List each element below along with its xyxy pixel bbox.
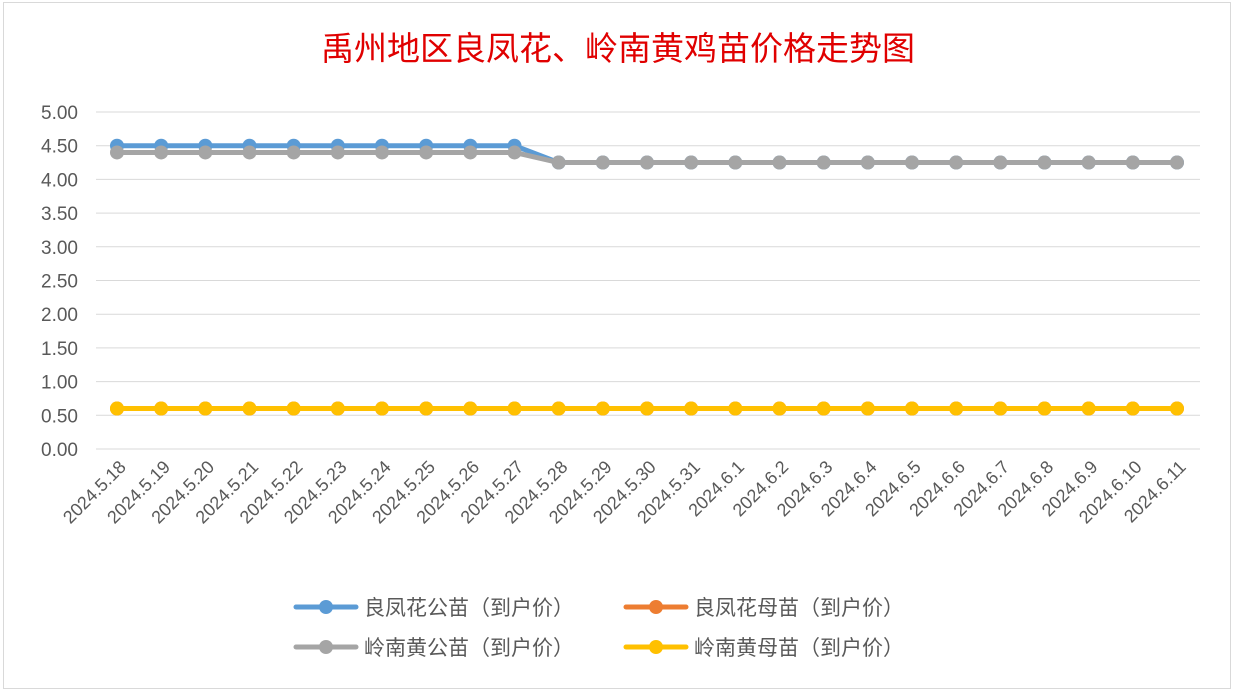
data-point <box>1037 155 1052 170</box>
data-point <box>154 401 169 416</box>
data-point <box>110 401 124 416</box>
y-tick-label: 3.00 <box>41 238 78 259</box>
series-3 <box>110 145 1184 170</box>
data-point <box>242 145 257 160</box>
legend-swatch-marker <box>319 600 333 614</box>
data-point <box>993 401 1008 416</box>
legend-item[interactable]: 良凤花公苗（到户价） <box>293 596 574 620</box>
data-point <box>463 145 478 160</box>
legend-item[interactable]: 良凤花母苗（到户价） <box>623 596 904 620</box>
legend-label: 良凤花母苗（到户价） <box>694 596 904 620</box>
legend-swatch-marker <box>319 640 333 654</box>
data-point <box>1081 401 1096 416</box>
data-point <box>419 401 434 416</box>
y-tick-label: 0.00 <box>41 440 78 461</box>
series-lines <box>110 138 1184 416</box>
data-point <box>860 401 875 416</box>
legend[interactable]: 良凤花公苗（到户价） 良凤花母苗（到户价） 岭南黄公苗（到户价） 岭南黄母苗（到户价） <box>293 596 904 660</box>
y-tick-label: 1.50 <box>41 339 78 360</box>
data-point <box>949 401 964 416</box>
data-point <box>551 155 566 170</box>
data-point <box>949 155 964 170</box>
data-point <box>375 145 389 160</box>
data-point <box>1170 155 1184 170</box>
data-point <box>728 401 743 416</box>
data-point <box>905 155 919 170</box>
y-tick-label: 0.50 <box>41 406 78 427</box>
y-tick-label: 4.50 <box>41 137 78 158</box>
x-axis-tick-labels: 2024.5.182024.5.192024.5.202024.5.212024… <box>59 457 1190 528</box>
data-point <box>330 401 345 416</box>
series-4 <box>110 401 1184 416</box>
legend-label: 岭南黄母苗（到户价） <box>694 636 904 660</box>
data-point <box>595 155 610 170</box>
data-point <box>375 401 389 416</box>
chart-title: 禹州地区良凤花、岭南黄鸡苗价格走势图 <box>321 29 915 68</box>
legend-item[interactable]: 岭南黄母苗（到户价） <box>623 636 904 660</box>
legend-label: 岭南黄公苗（到户价） <box>364 636 574 660</box>
data-point <box>860 155 875 170</box>
data-point <box>242 401 257 416</box>
legend-swatch-marker <box>649 600 663 614</box>
data-point <box>507 145 522 160</box>
y-axis-tick-labels: 0.00 0.50 1.00 1.50 2.00 2.50 3.00 3.50 4.00 4.50… <box>41 103 78 461</box>
legend-label: 良凤花公苗（到户价） <box>364 596 574 620</box>
data-point <box>993 155 1008 170</box>
y-tick-label: 5.00 <box>41 103 78 124</box>
data-point <box>684 401 699 416</box>
data-point <box>507 401 522 416</box>
data-point <box>419 145 434 160</box>
y-tick-label: 2.50 <box>41 272 78 293</box>
data-point <box>1037 401 1052 416</box>
data-point <box>728 155 743 170</box>
data-point <box>816 155 831 170</box>
data-point <box>198 145 213 160</box>
data-point <box>772 155 787 170</box>
data-point <box>330 145 345 160</box>
data-point <box>905 401 919 416</box>
chart-area[interactable] <box>3 2 1231 689</box>
data-point <box>684 155 699 170</box>
data-point <box>286 401 301 416</box>
data-point <box>198 401 213 416</box>
data-point <box>640 401 654 416</box>
legend-swatch-marker <box>649 640 663 654</box>
data-point <box>816 401 831 416</box>
data-point <box>1081 155 1096 170</box>
data-point <box>640 155 654 170</box>
data-point <box>551 401 566 416</box>
data-point <box>110 145 124 160</box>
data-point <box>286 145 301 160</box>
data-point <box>154 145 169 160</box>
y-tick-label: 1.00 <box>41 373 78 394</box>
data-point <box>463 401 478 416</box>
data-point <box>1125 155 1140 170</box>
y-tick-label: 4.00 <box>41 170 78 191</box>
y-tick-label: 2.00 <box>41 305 78 326</box>
legend-item[interactable]: 岭南黄公苗（到户价） <box>293 636 574 660</box>
data-point <box>772 401 787 416</box>
data-point <box>595 401 610 416</box>
y-tick-label: 3.50 <box>41 204 78 225</box>
data-point <box>1170 401 1184 416</box>
data-point <box>1125 401 1140 416</box>
